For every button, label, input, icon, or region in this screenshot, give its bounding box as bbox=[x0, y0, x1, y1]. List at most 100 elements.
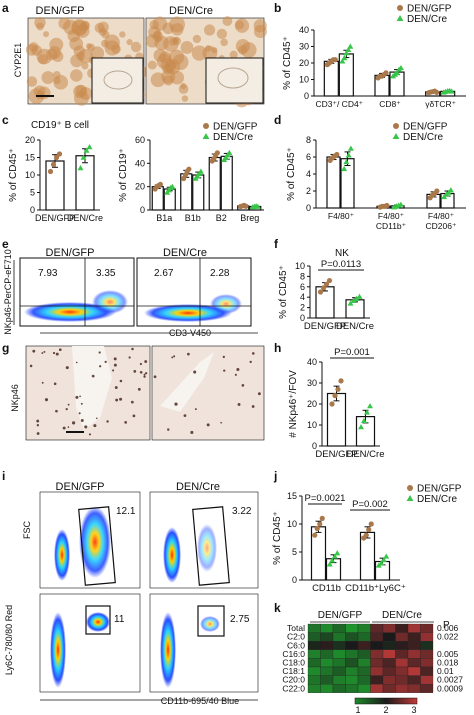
tissue-spot bbox=[93, 424, 97, 428]
tissue-spot bbox=[29, 364, 33, 368]
legend-marker-gfp bbox=[407, 485, 413, 491]
tissue-spot bbox=[180, 82, 187, 90]
data-point bbox=[319, 515, 325, 522]
tissue-spot bbox=[194, 408, 197, 411]
tissue-spot bbox=[53, 382, 57, 386]
panel-a-group-1: DEN/GFP bbox=[36, 5, 85, 17]
heatmap-scale-tick-3: 3 bbox=[411, 705, 416, 715]
tissue-spot bbox=[90, 46, 105, 60]
tissue-spot bbox=[119, 397, 123, 401]
tissue-spot bbox=[144, 372, 148, 375]
tissue-spot bbox=[128, 356, 131, 359]
tissue-spot bbox=[43, 31, 50, 38]
tissue-spot bbox=[235, 39, 250, 54]
tissue-spot bbox=[253, 24, 267, 38]
x-tick-label: DEN/Cre bbox=[67, 213, 103, 223]
tissue-spot bbox=[94, 22, 105, 33]
data-point bbox=[434, 89, 440, 95]
data-point bbox=[50, 161, 57, 168]
y-axis-label: % of CD45⁺ bbox=[278, 265, 289, 319]
tissue-spot bbox=[36, 424, 40, 427]
y-axis-label: # NKp46⁺/FOV bbox=[288, 370, 299, 438]
panel-a-ylabel: CYP2E1 bbox=[13, 43, 23, 78]
tissue-spot bbox=[131, 347, 134, 351]
data-point bbox=[323, 281, 330, 287]
heatmap-cell bbox=[395, 658, 409, 668]
heatmap-cell bbox=[345, 675, 359, 685]
data-point bbox=[363, 532, 369, 538]
ihc-nk-gfp bbox=[25, 345, 151, 441]
tissue-spot bbox=[139, 370, 143, 374]
panel-c-label: c bbox=[2, 113, 9, 127]
chart-c-right: 0 20 40 60 % of CD19⁺ B1a B1b B2 Breg DEN/GFPDEN/… bbox=[118, 122, 264, 223]
legend-label: DEN/Cre bbox=[407, 14, 447, 25]
tissue-spot bbox=[65, 366, 69, 370]
tissue-spot bbox=[132, 414, 136, 418]
data-point bbox=[254, 203, 261, 209]
heatmap-cell bbox=[420, 641, 434, 650]
heatmap-cell bbox=[307, 658, 321, 668]
heatmap-cell bbox=[395, 666, 409, 676]
panel-k-p-header: P bbox=[443, 620, 450, 631]
data-point bbox=[47, 168, 54, 175]
data-point bbox=[345, 152, 352, 158]
ihc-nk-cre bbox=[151, 345, 265, 441]
data-point bbox=[326, 277, 333, 284]
panel-i-ylabel-bottom: Ly6C-780/80 Red bbox=[4, 605, 14, 675]
tissue-spot bbox=[181, 95, 189, 102]
heatmap-cell bbox=[370, 658, 384, 668]
data-point bbox=[368, 521, 374, 527]
y-tick-label: 0 bbox=[312, 441, 317, 451]
y-tick-label: 60 bbox=[135, 135, 145, 145]
data-point bbox=[448, 88, 455, 94]
heatmap-cell bbox=[420, 649, 434, 659]
data-point bbox=[226, 149, 233, 156]
tissue-spot bbox=[62, 426, 66, 430]
legend-marker-cre bbox=[392, 133, 400, 139]
tissue-spot bbox=[95, 417, 98, 420]
y-tick-label: 2 bbox=[300, 303, 305, 313]
tissue-spot bbox=[143, 375, 146, 378]
heatmap-cell bbox=[420, 658, 434, 668]
heatmap-cell bbox=[345, 666, 359, 676]
panel-i-ylabel-top: FSC bbox=[22, 520, 32, 539]
heatmap-cell bbox=[382, 623, 396, 633]
heatmap-cell bbox=[420, 632, 434, 642]
x-tick-label: CD11b⁺Ly6C⁺ bbox=[345, 583, 406, 594]
tissue-spot bbox=[183, 414, 187, 417]
tissue-spot bbox=[41, 71, 55, 85]
y-tick-label: 15 bbox=[287, 491, 297, 501]
x-tick-label: DEN/GFP bbox=[315, 449, 357, 460]
tissue-spot bbox=[41, 381, 44, 384]
heatmap-cell bbox=[332, 675, 346, 685]
tissue-spot bbox=[114, 386, 118, 390]
tissue-spot bbox=[67, 403, 70, 406]
heatmap-cell bbox=[420, 684, 434, 693]
flow-plot-e-cre: 2.67 2.28 bbox=[136, 257, 252, 327]
y-tick-label: 10 bbox=[307, 420, 317, 430]
panel-e-label: e bbox=[2, 237, 9, 251]
gate-i-cre-bottom: 2.75 bbox=[230, 614, 250, 625]
data-point bbox=[358, 424, 364, 430]
tissue-spot bbox=[52, 351, 56, 355]
heatmap-cell bbox=[332, 684, 346, 693]
tissue-spot bbox=[191, 45, 207, 61]
data-point bbox=[56, 151, 63, 157]
heatmap-cell bbox=[382, 666, 396, 676]
ihc-image-cre bbox=[145, 16, 267, 108]
p-value: P=0.0113 bbox=[321, 259, 361, 270]
heatmap-cell bbox=[395, 623, 409, 633]
chart-j: 0 5 10 15 % of CD45⁺ CD11b CD11b⁺Ly6C⁺ P=0.0021… bbox=[272, 484, 462, 595]
x-tick-label: CD11b⁺ bbox=[376, 221, 407, 231]
tissue-spot bbox=[81, 62, 89, 70]
heatmap-cell bbox=[395, 684, 409, 693]
heatmap-cell bbox=[370, 675, 384, 685]
y-tick-label: 0 bbox=[140, 205, 145, 215]
heatmap-cell bbox=[382, 632, 396, 642]
heatmap-p-value: 0.01 bbox=[437, 666, 454, 676]
tissue-spot bbox=[130, 41, 142, 53]
x-tick-label: DEN/GFP bbox=[304, 321, 346, 332]
panel-e-group-2: DEN/Cre bbox=[163, 247, 207, 259]
legend-label: DEN/GFP bbox=[407, 4, 452, 15]
